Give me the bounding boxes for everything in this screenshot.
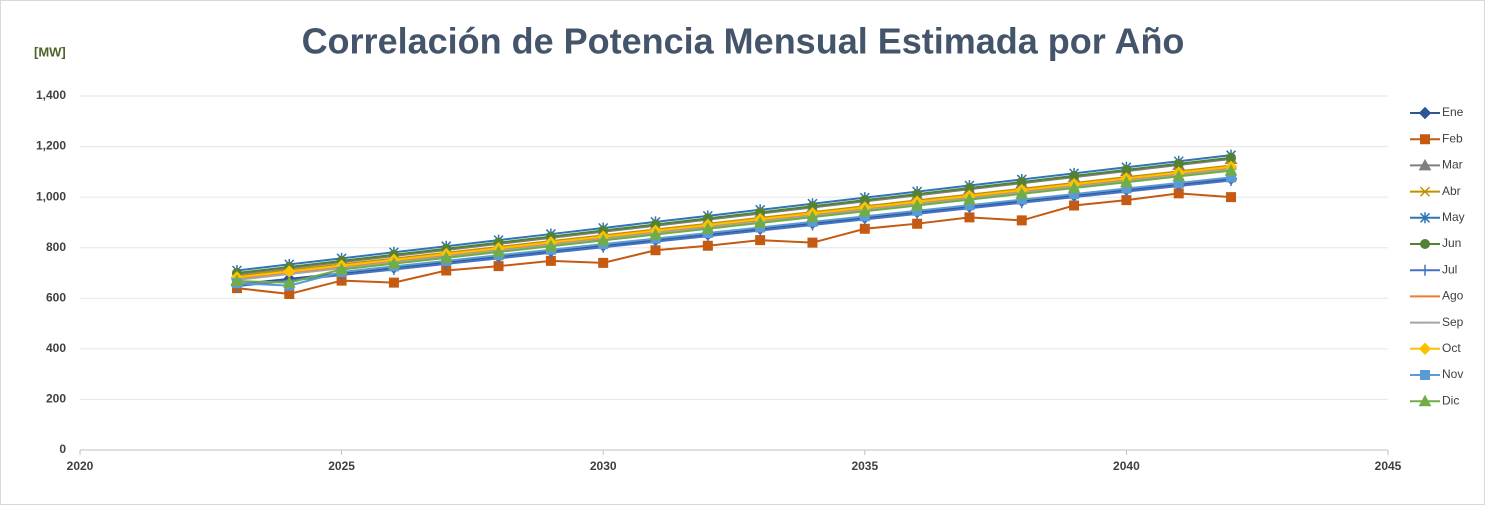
marker <box>284 288 295 299</box>
marker <box>1121 195 1132 206</box>
marker <box>598 257 609 268</box>
marker <box>387 257 401 269</box>
marker <box>807 201 818 212</box>
series-line <box>236 167 1232 280</box>
series-line <box>236 176 1232 287</box>
legend-label: Ago <box>1442 289 1464 303</box>
marker <box>1069 170 1080 181</box>
y-tick-label: 1,200 <box>36 139 66 153</box>
series-line <box>236 156 1232 274</box>
marker <box>1067 181 1081 194</box>
marker <box>441 265 452 276</box>
legend-label: Dic <box>1442 393 1459 407</box>
legend-marker <box>1418 394 1432 407</box>
y-tick-label: 600 <box>46 290 66 304</box>
legend-marker <box>1419 212 1431 224</box>
marker <box>859 195 870 206</box>
legend-label: Jul <box>1442 262 1457 276</box>
marker <box>1224 164 1238 176</box>
marker <box>230 274 244 287</box>
series-line <box>236 177 1232 286</box>
legend-marker <box>1419 239 1431 249</box>
marker <box>755 235 766 246</box>
legend-marker <box>1419 186 1431 197</box>
legend-label: Nov <box>1442 367 1463 381</box>
marker <box>701 222 715 234</box>
legend-marker <box>1420 134 1430 145</box>
marker <box>702 240 713 251</box>
marker <box>493 261 504 272</box>
marker <box>1172 169 1186 182</box>
marker <box>1121 164 1132 175</box>
marker <box>1226 152 1237 163</box>
marker <box>1016 215 1027 226</box>
marker <box>545 255 556 266</box>
x-tick-label: 2020 <box>67 459 94 473</box>
marker <box>1226 192 1237 203</box>
chart-title: Correlación de Potencia Mensual Estimada… <box>302 21 1185 62</box>
marker <box>649 228 662 240</box>
marker <box>388 277 399 288</box>
legend-label: May <box>1442 210 1465 224</box>
legend-label: Abr <box>1442 184 1461 198</box>
marker <box>492 245 505 258</box>
marker <box>1069 200 1080 211</box>
marker <box>858 204 872 217</box>
series-line <box>236 157 1232 276</box>
legend-label: Oct <box>1442 341 1461 355</box>
legend-marker <box>1418 342 1432 356</box>
x-tick-label: 2025 <box>328 459 355 473</box>
marker <box>1120 175 1133 188</box>
marker <box>596 233 610 246</box>
legend-label: Jun <box>1442 236 1461 250</box>
marker <box>439 251 453 263</box>
x-tick-label: 2045 <box>1375 459 1402 473</box>
series-line <box>236 154 1232 272</box>
series-line <box>236 168 1232 281</box>
y-tick-label: 800 <box>46 240 66 254</box>
legend-label: Ene <box>1442 105 1464 119</box>
y-tick-label: 400 <box>46 341 66 355</box>
marker <box>807 237 818 248</box>
legend-label: Mar <box>1442 158 1463 172</box>
marker <box>753 216 767 228</box>
series-line <box>236 169 1232 284</box>
legend-label: Sep <box>1442 315 1464 329</box>
legend-marker <box>1420 370 1430 380</box>
series-line <box>236 179 1232 288</box>
marker <box>910 198 924 211</box>
legend-marker <box>1419 264 1431 276</box>
marker <box>650 245 661 256</box>
legend-label: Feb <box>1442 131 1463 145</box>
legend-marker <box>1418 106 1432 120</box>
marker <box>1173 188 1184 199</box>
marker <box>859 223 870 234</box>
marker <box>912 189 923 200</box>
series-line <box>236 165 1232 279</box>
marker <box>544 239 558 252</box>
x-tick-label: 2040 <box>1113 459 1140 473</box>
x-tick-label: 2030 <box>590 459 617 473</box>
marker <box>912 218 923 229</box>
series-line <box>236 192 1232 296</box>
marker <box>282 276 296 288</box>
y-tick-label: 1,400 <box>36 88 66 102</box>
marker <box>1015 187 1029 199</box>
y-axis-label: [MW] <box>34 44 66 59</box>
y-tick-label: 1,000 <box>36 189 66 203</box>
y-tick-label: 0 <box>59 442 66 456</box>
x-tick-label: 2035 <box>851 459 878 473</box>
series-line <box>236 164 1232 278</box>
marker <box>963 193 976 205</box>
legend-marker <box>1418 158 1432 171</box>
marker <box>964 212 975 223</box>
marker <box>335 262 348 275</box>
y-tick-label: 200 <box>46 392 66 406</box>
marker <box>1173 158 1184 169</box>
marker <box>1016 176 1027 187</box>
marker <box>806 210 819 223</box>
marker <box>964 183 975 194</box>
